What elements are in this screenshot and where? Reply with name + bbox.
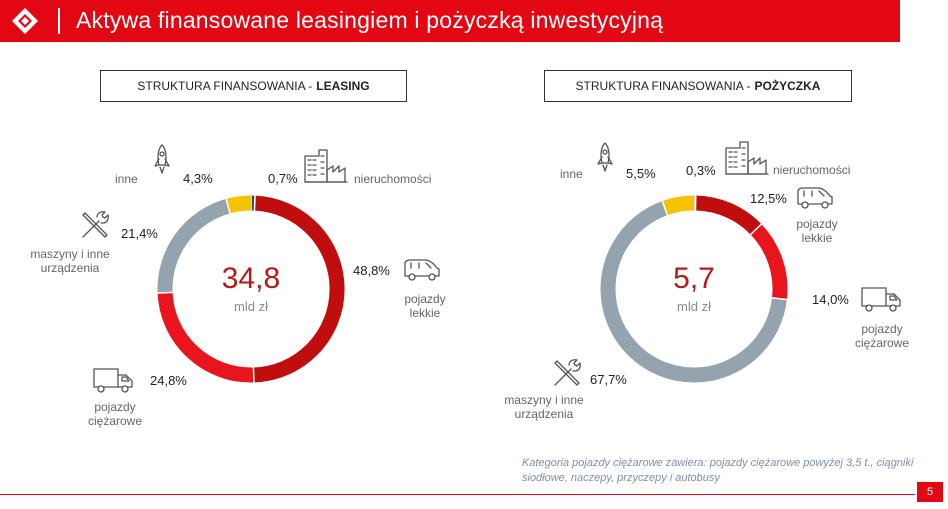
loan-slice-inne [662,195,695,216]
loan-slice-maszyny [600,201,787,383]
page-title: Aktywa finansowane leasingiem i pożyczką… [76,7,664,33]
leasing-slice-maszyny [157,198,231,294]
tools-icon [554,359,581,386]
loan-slice-separator [661,199,669,217]
loan-chart-title: STRUKTURA FINANSOWANIA - POŻYCZKA [544,70,852,102]
leasing-center-unit: mld zł [234,299,268,314]
leasing-center-value: 34,8 [222,262,280,295]
loan-pct-inne: 5,5% [626,166,656,181]
leasing-slice-separator [225,197,232,215]
leasing-pct-nieruchomosci: 0,7% [268,171,298,186]
loan-slice-separator [749,222,763,236]
leasing-chart-title: STRUKTURA FINANSOWANIA - LEASING [100,70,407,102]
leasing-pct-maszyny: 21,4% [121,226,158,241]
loan-label-pojazdy-lekkie: pojazdy lekkie [796,217,837,245]
loan-slice-pojazdy-ciezarowe [750,224,788,300]
loan-slice-separator [770,297,788,301]
leasing-slice-pojazdy-lekkie [253,195,345,383]
loan-pct-nieruchomosci: 0,3% [686,163,716,178]
leasing-slice-separator [253,194,256,212]
leasing-pct-inne: 4,3% [183,171,213,186]
loan-title-prefix: STRUKTURA FINANSOWANIA - [575,79,751,93]
loan-donut-ring [600,194,788,383]
factory-icon [304,149,348,183]
loan-center-unit: mld zł [677,299,711,314]
car-icon [797,187,833,209]
truck-icon [861,287,901,312]
loan-label-pojazdy-ciezarowe: pojazdy ciężarowe [855,322,909,350]
header-bar: Aktywa finansowane leasingiem i pożyczką… [0,0,900,42]
loan-pct-pojazdy-ciezarowe: 14,0% [812,292,849,307]
loan-title-bold: POŻYCZKA [754,79,821,93]
leasing-slice-separator [156,291,174,294]
truck-icon [93,368,133,393]
loan-pct-maszyny: 67,7% [590,372,627,387]
leasing-pct-pojazdy-ciezarowe: 24,8% [150,373,187,388]
loan-label-nieruchomosci: nieruchomości [773,163,850,177]
company-logo-icon [12,8,38,34]
loan-label-maszyny: maszyny i inne urządzenia [504,393,584,421]
page-number: 5 [917,482,943,502]
factory-icon [725,141,769,175]
leasing-slice-pojazdy-ciezarowe [157,292,254,383]
leasing-pct-pojazdy-lekkie: 48,8% [353,263,390,278]
tools-icon [82,211,109,238]
bottom-divider [0,494,915,495]
footnote: Kategoria pojazdy ciężarowe zawiera: poj… [522,457,914,484]
leasing-label-pojazdy-ciezarowe: pojazdy ciężarowe [88,400,142,428]
leasing-label-maszyny: maszyny i inne urządzenia [30,247,110,275]
leasing-label-pojazdy-lekkie: pojazdy lekkie [404,292,445,320]
leasing-label-inne: inne [115,172,138,186]
header-separator [58,8,60,34]
car-icon [404,259,440,281]
leasing-title-bold: LEASING [316,79,370,93]
rocket-icon [597,142,613,172]
leasing-title-prefix: STRUKTURA FINANSOWANIA - [137,79,313,93]
leasing-slice-separator [252,366,255,384]
loan-slice-pojazdy-lekkie [695,195,762,235]
leasing-label-nieruchomosci: nieruchomości [354,172,431,186]
rocket-icon [154,144,170,174]
leasing-slice-inne [226,195,252,214]
loan-center-value: 5,7 [673,262,715,295]
leasing-donut-ring [156,194,345,384]
loan-label-inne: inne [560,167,583,181]
loan-pct-pojazdy-lekkie: 12,5% [750,191,787,206]
